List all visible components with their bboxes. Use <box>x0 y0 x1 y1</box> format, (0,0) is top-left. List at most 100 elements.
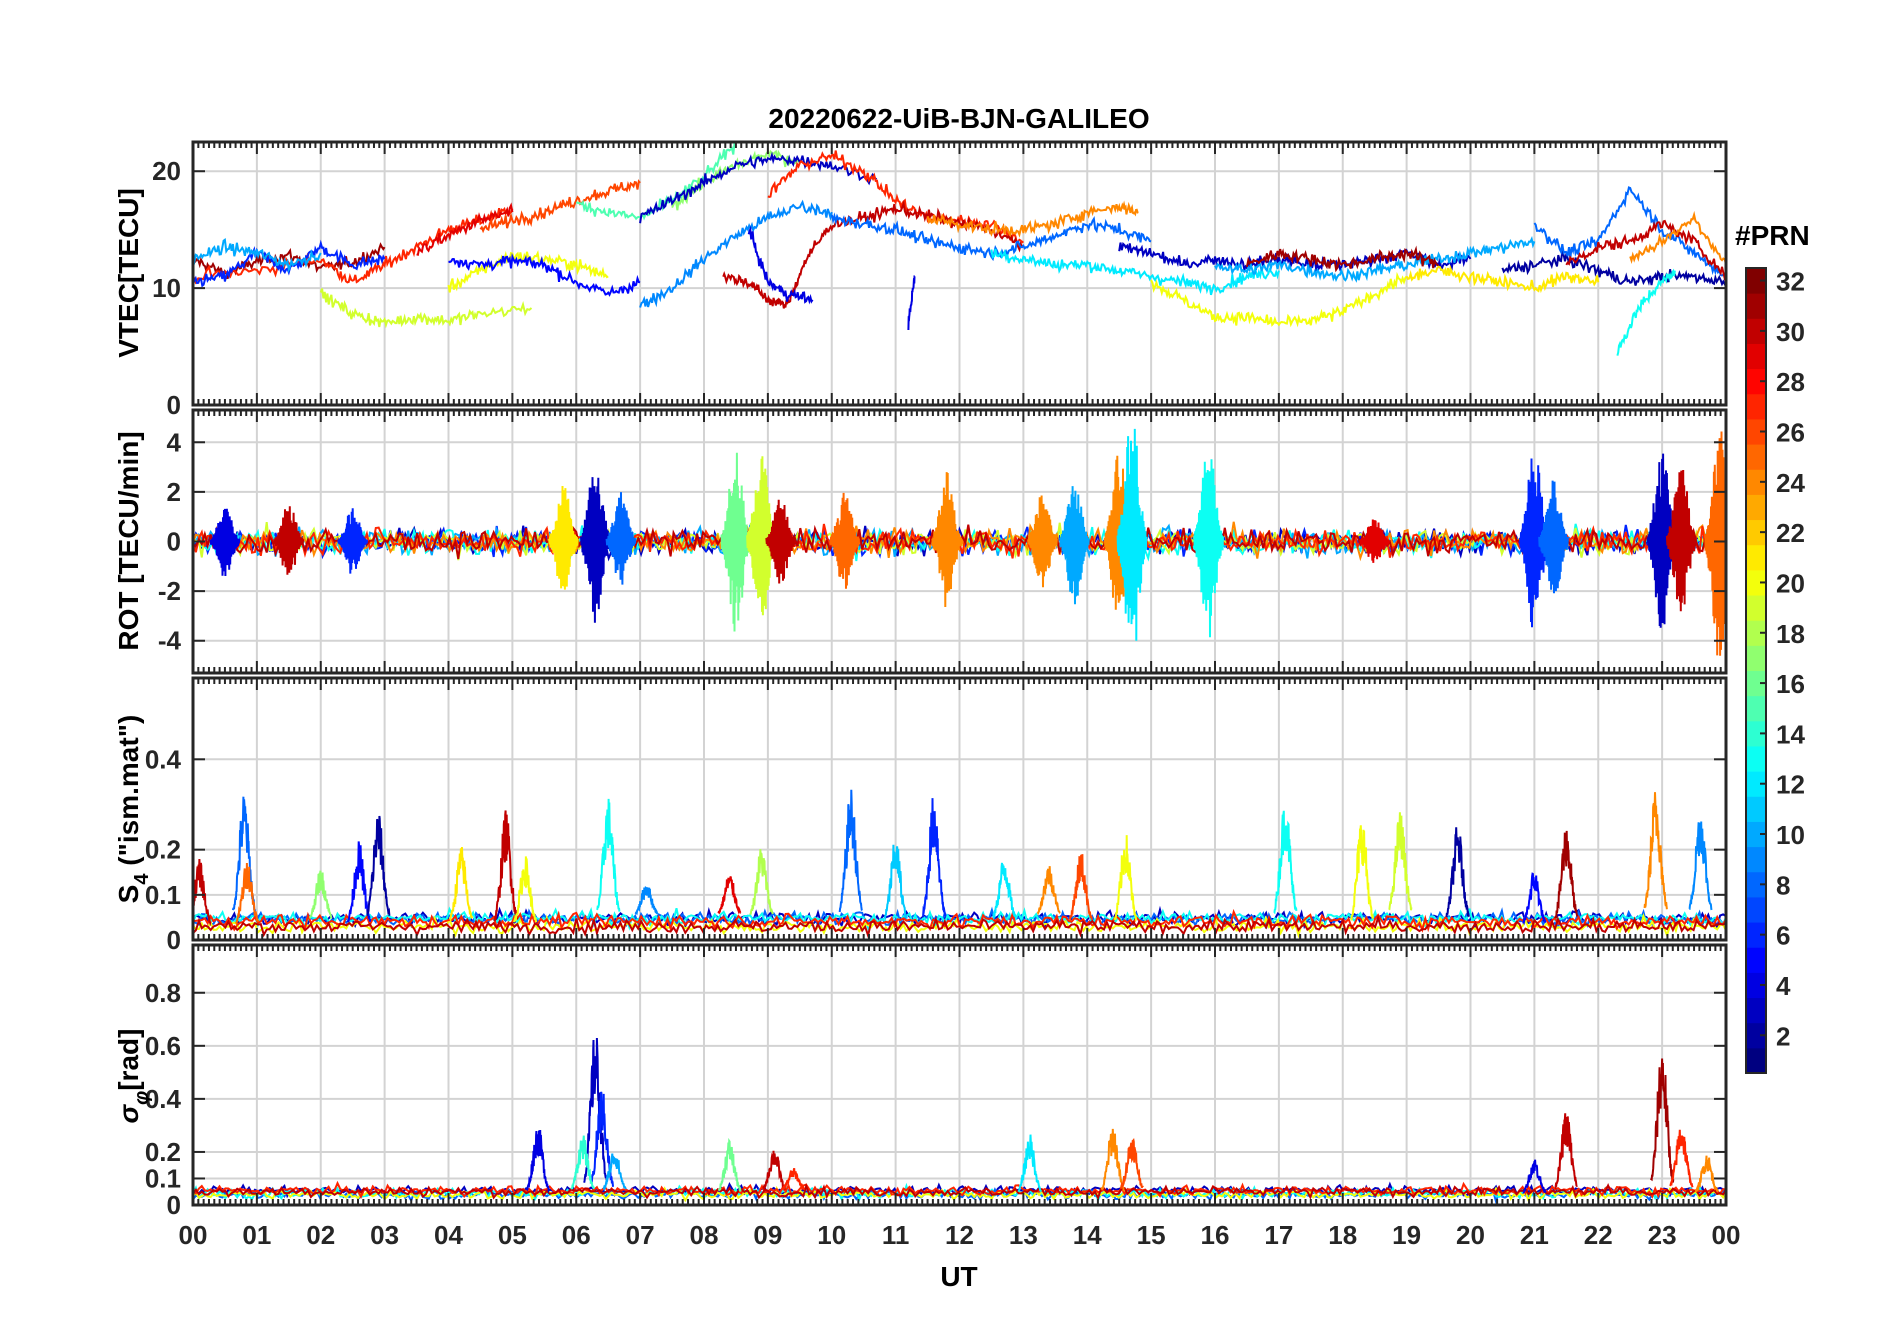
colorbar-band <box>1746 771 1766 797</box>
x-tick-label: 00 <box>1712 1220 1741 1250</box>
vtec-series-line <box>1501 248 1726 287</box>
rot-burst-trace <box>548 485 579 590</box>
vtec-panel: 0 10 20 VTEC[TECU] <box>113 140 1728 420</box>
x-tick-label: 02 <box>306 1220 335 1250</box>
rot-burst-trace <box>931 472 963 608</box>
x-tick-label: 10 <box>817 1220 846 1250</box>
sigphi-burst-trace <box>781 1167 806 1191</box>
s4-burst-trace <box>493 810 519 922</box>
colorbar-band <box>1746 645 1766 671</box>
sigphi-burst-trace <box>717 1137 742 1192</box>
s4-burst-trace <box>634 885 659 916</box>
s4-burst-trace <box>1036 866 1061 916</box>
x-tick-label: 11 <box>882 1220 910 1250</box>
colorbar-tick-label: 12 <box>1776 770 1805 800</box>
colorbar-band <box>1746 745 1766 772</box>
sigphi-ytick-label: 0.1 <box>145 1163 181 1193</box>
x-tick-label: 04 <box>434 1220 463 1250</box>
x-tick-label: 17 <box>1264 1220 1293 1250</box>
colorbar-tick-label: 30 <box>1776 317 1805 347</box>
chart-title: 20220622-UiB-BJN-GALILEO <box>768 103 1149 134</box>
s4-burst-trace <box>1349 825 1375 921</box>
x-tick-label: 06 <box>562 1220 591 1250</box>
colorbar-band <box>1746 343 1766 370</box>
sigphi-burst-trace <box>583 1037 608 1183</box>
x-tick-label: 20 <box>1456 1220 1485 1250</box>
rot-burst-trace <box>1704 431 1726 656</box>
x-tick-label: 13 <box>1009 1220 1038 1250</box>
colorbar-band <box>1746 846 1766 873</box>
colorbar-band <box>1746 695 1766 722</box>
vtec-series-line <box>1629 210 1726 265</box>
s4-burst-trace <box>1273 810 1298 915</box>
colorbar-tick-label: 24 <box>1776 468 1805 498</box>
colorbar-band <box>1746 1022 1766 1049</box>
colorbar-band <box>1746 393 1766 420</box>
vtec-series-line <box>319 288 533 329</box>
x-tick-label: 12 <box>945 1220 974 1250</box>
s4-burst-trace <box>193 858 212 927</box>
vtec-series-line <box>1245 245 1439 273</box>
sigphi-ytick-label: 0.6 <box>145 1031 181 1061</box>
s4-burst-trace <box>1113 835 1138 922</box>
sigphi-burst-trace <box>1017 1134 1042 1193</box>
colorbar-band <box>1746 896 1766 923</box>
s4-background-trace <box>193 908 1726 933</box>
vtec-series-line <box>1565 219 1726 281</box>
vtec-ytick-label: 10 <box>152 273 181 303</box>
colorbar-title: #PRN <box>1735 220 1810 251</box>
colorbar-band <box>1746 268 1766 294</box>
colorbar-tick-label: 32 <box>1776 267 1805 297</box>
vtec-series-line <box>1405 264 1600 294</box>
s4-background-trace <box>193 906 1726 932</box>
s4-burst-trace <box>346 841 372 923</box>
x-tick-label: 01 <box>242 1220 271 1250</box>
s4-burst-trace <box>231 796 257 914</box>
x-tick-label: 23 <box>1648 1220 1677 1250</box>
rot-ytick-label: -2 <box>158 576 181 606</box>
vtec-series-line <box>448 252 641 297</box>
s4-burst-trace <box>1522 872 1547 926</box>
colorbar-band <box>1746 318 1766 344</box>
sigphi-ytick-label: 0 <box>167 1190 181 1220</box>
colorbar-band <box>1746 871 1766 898</box>
colorbar-tick-label: 26 <box>1776 418 1805 448</box>
vtec-ytick-label: 0 <box>167 390 181 420</box>
x-tick-label: 15 <box>1137 1220 1166 1250</box>
x-tick-label: 18 <box>1328 1220 1357 1250</box>
sigphi-burst-trace <box>1669 1129 1694 1188</box>
x-tick-label: 22 <box>1584 1220 1613 1250</box>
colorbar-tick-label: 2 <box>1776 1021 1790 1051</box>
colorbar-band <box>1746 997 1766 1024</box>
s4-burst-trace <box>1388 812 1413 911</box>
s4-burst-trace <box>366 815 391 917</box>
rot-ytick-label: 2 <box>167 477 181 507</box>
vtec-ytick-label: 20 <box>152 156 181 186</box>
rot-burst-trace <box>1027 495 1058 588</box>
sigphi-ylabel: σφ[rad] <box>113 1029 153 1124</box>
x-tick-label: 07 <box>626 1220 655 1250</box>
sigphi-burst-trace <box>1694 1155 1719 1193</box>
colorbar-tick-label: 10 <box>1776 820 1805 850</box>
sigphi-burst-trace <box>525 1129 550 1194</box>
rot-ytick-label: 4 <box>167 427 182 457</box>
s4-ytick-label: 0.1 <box>145 880 181 910</box>
colorbar-tick-label: 28 <box>1776 367 1805 397</box>
rot-burst-trace <box>746 456 777 616</box>
rot-burst-trace <box>580 477 611 623</box>
rot-burst-trace <box>765 499 796 584</box>
sigphi-burst-trace <box>1100 1128 1125 1192</box>
rot-panel: -4 -2 0 2 4 ROT [TECU/min] <box>113 408 1728 675</box>
vtec-series-line <box>1150 271 1408 328</box>
s4-burst-trace <box>1068 854 1093 922</box>
colorbar-tick-label: 4 <box>1776 971 1791 1001</box>
colorbar-band <box>1746 720 1766 747</box>
sigphi-burst-trace <box>1522 1159 1547 1194</box>
rot-ylabel: ROT [TECU/min] <box>113 431 144 650</box>
colorbar-band <box>1746 821 1766 848</box>
s4-burst-trace <box>449 847 474 923</box>
colorbar-tick-label: 20 <box>1776 568 1805 598</box>
s4-burst-trace <box>1554 830 1579 919</box>
vtec-series-line <box>926 200 1139 238</box>
vtec-series-line <box>830 212 1152 262</box>
